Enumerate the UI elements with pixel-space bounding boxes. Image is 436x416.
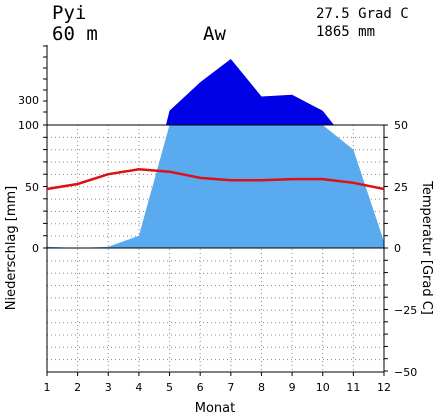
right-tick-label: 50 — [394, 119, 408, 132]
x-tick-label: 8 — [258, 381, 265, 394]
left-tick-label: 100 — [18, 119, 39, 132]
left-tick-label: 50 — [25, 181, 39, 194]
y-axis-label-left: Niederschlag [mm] — [4, 186, 19, 311]
temperature-line — [46, 168, 385, 191]
x-tick-label: 7 — [227, 381, 234, 394]
x-tick-label: 2 — [74, 381, 81, 394]
station-elevation: 60 m — [52, 23, 98, 45]
right-tick-label: 0 — [394, 242, 401, 255]
station-name: Pyi — [52, 2, 86, 24]
x-tick-label: 3 — [105, 381, 112, 394]
x-tick-label: 12 — [377, 381, 391, 394]
right-tick-label: 25 — [394, 181, 408, 194]
left-tick-label: 0 — [32, 242, 39, 255]
x-tick-label: 11 — [346, 381, 360, 394]
annual-precipitation: 1865 mm — [316, 24, 375, 40]
x-tick-label: 1 — [44, 381, 51, 394]
x-tick-label: 10 — [316, 381, 330, 394]
y-axis-label-right: Temperatur [Grad C] — [419, 180, 434, 315]
right-tick-label: −25 — [394, 304, 417, 317]
x-tick-label: 6 — [197, 381, 204, 394]
x-tick-label: 5 — [166, 381, 173, 394]
precipitation-area — [47, 125, 384, 248]
x-tick-label: 9 — [289, 381, 296, 394]
x-tick-label: 4 — [135, 381, 142, 394]
climate-class: Aw — [203, 23, 226, 45]
left-tick-label: 300 — [18, 94, 39, 107]
mean-temperature: 27.5 Grad C — [316, 6, 409, 22]
right-tick-label: −50 — [394, 366, 417, 379]
precipitation-excess-area — [47, 59, 384, 125]
x-axis-label: Monat — [195, 401, 235, 416]
